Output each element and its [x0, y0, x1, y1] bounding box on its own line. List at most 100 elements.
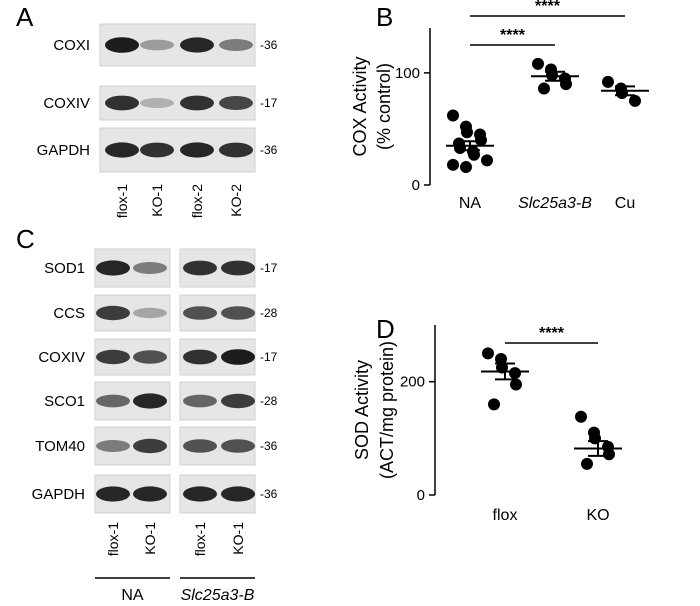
blot-strip: [94, 294, 171, 332]
blot-band: [183, 306, 217, 320]
blot-band: [183, 439, 217, 453]
data-point: [454, 141, 466, 154]
y-tick-label: 0: [412, 177, 420, 194]
mw-marker: -36: [260, 38, 278, 52]
significance-label: ****: [535, 0, 561, 15]
blot-band: [219, 96, 253, 110]
data-point: [538, 82, 550, 95]
row-label: CCS: [53, 305, 85, 322]
blot-band: [105, 142, 139, 158]
significance-label: ****: [500, 27, 526, 44]
blot-band: [219, 142, 253, 158]
mw-marker: -36: [260, 439, 278, 453]
blot-band: [221, 260, 255, 276]
blot-band: [96, 260, 130, 276]
lane-label: KO-1: [230, 522, 246, 555]
lane-label: flox-1: [114, 184, 130, 218]
row-label: TOM40: [35, 438, 85, 455]
significance-label: ****: [539, 325, 565, 342]
row-label: COXI: [53, 37, 90, 54]
row-label: COXIV: [38, 349, 85, 366]
data-point: [475, 134, 487, 147]
lane-label: flox-1: [192, 522, 208, 556]
mw-marker: -36: [260, 487, 278, 501]
blot-band: [140, 142, 174, 158]
data-point: [629, 94, 641, 107]
blot-band: [105, 95, 139, 111]
blot-band: [183, 486, 217, 502]
panel-letter: A: [16, 2, 34, 32]
blot-band: [133, 307, 167, 319]
blot-band: [105, 37, 139, 53]
data-point: [581, 457, 593, 470]
mw-marker: -28: [260, 394, 278, 408]
blot-band: [96, 440, 130, 452]
blot-band: [133, 350, 167, 364]
data-point: [447, 109, 459, 122]
data-point: [603, 448, 615, 461]
blot-band: [183, 260, 217, 276]
blot-band: [221, 349, 255, 365]
blot-band: [140, 39, 174, 51]
mw-marker: -17: [260, 350, 278, 364]
blot-band: [180, 95, 214, 111]
data-point: [532, 57, 544, 70]
blot-band: [96, 486, 130, 502]
blot-band: [180, 142, 214, 158]
blot-band: [180, 37, 214, 53]
lane-label: flox-1: [105, 522, 121, 556]
y-axis-label: (% control): [374, 63, 394, 150]
blot-band: [221, 486, 255, 502]
blot-band: [221, 306, 255, 320]
data-point: [447, 158, 459, 171]
blot-band: [133, 438, 167, 454]
data-point: [510, 378, 522, 391]
data-point: [460, 161, 472, 174]
blot-band: [183, 349, 217, 365]
y-axis-label: (ACT/mg protein): [377, 341, 397, 479]
blot-band: [219, 39, 253, 51]
blot-band: [133, 486, 167, 502]
blot-band: [221, 393, 255, 409]
x-tick-label: Cu: [615, 195, 635, 212]
data-point: [461, 126, 473, 139]
y-axis-label: COX Activity: [350, 56, 370, 156]
row-label: GAPDH: [32, 486, 85, 503]
data-point: [589, 432, 601, 445]
blot-band: [221, 439, 255, 453]
y-tick-label: 100: [395, 65, 420, 82]
blot-band: [140, 98, 174, 108]
data-point: [488, 398, 500, 411]
blot-band: [183, 394, 217, 408]
x-tick-label: NA: [459, 195, 482, 212]
data-point: [509, 367, 521, 380]
mw-marker: -17: [260, 96, 278, 110]
mw-marker: -17: [260, 261, 278, 275]
panel-letter: C: [16, 224, 35, 254]
blot-band: [96, 305, 130, 321]
panel-letter: D: [376, 314, 395, 344]
sem-bar: [545, 70, 565, 82]
group-label: NA: [121, 587, 144, 604]
lane-label: KO-2: [228, 184, 244, 217]
x-tick-label: Slc25a3-B: [518, 195, 592, 212]
data-point: [481, 154, 493, 167]
row-label: GAPDH: [37, 142, 90, 159]
sem-bar: [495, 362, 515, 381]
x-tick-label: KO: [586, 507, 609, 524]
blot-band: [96, 394, 130, 408]
y-tick-label: 0: [417, 487, 425, 504]
blot-band: [133, 262, 167, 274]
y-tick-label: 200: [400, 374, 425, 391]
data-point: [575, 410, 587, 423]
data-point: [482, 347, 494, 360]
sem-bar: [460, 140, 480, 152]
blot-band: [96, 349, 130, 365]
mw-marker: -36: [260, 143, 278, 157]
row-label: SCO1: [44, 393, 85, 410]
sem-bar: [588, 440, 608, 457]
blot-band: [133, 393, 167, 409]
x-tick-label: flox: [493, 507, 518, 524]
sem-bar: [615, 85, 635, 97]
